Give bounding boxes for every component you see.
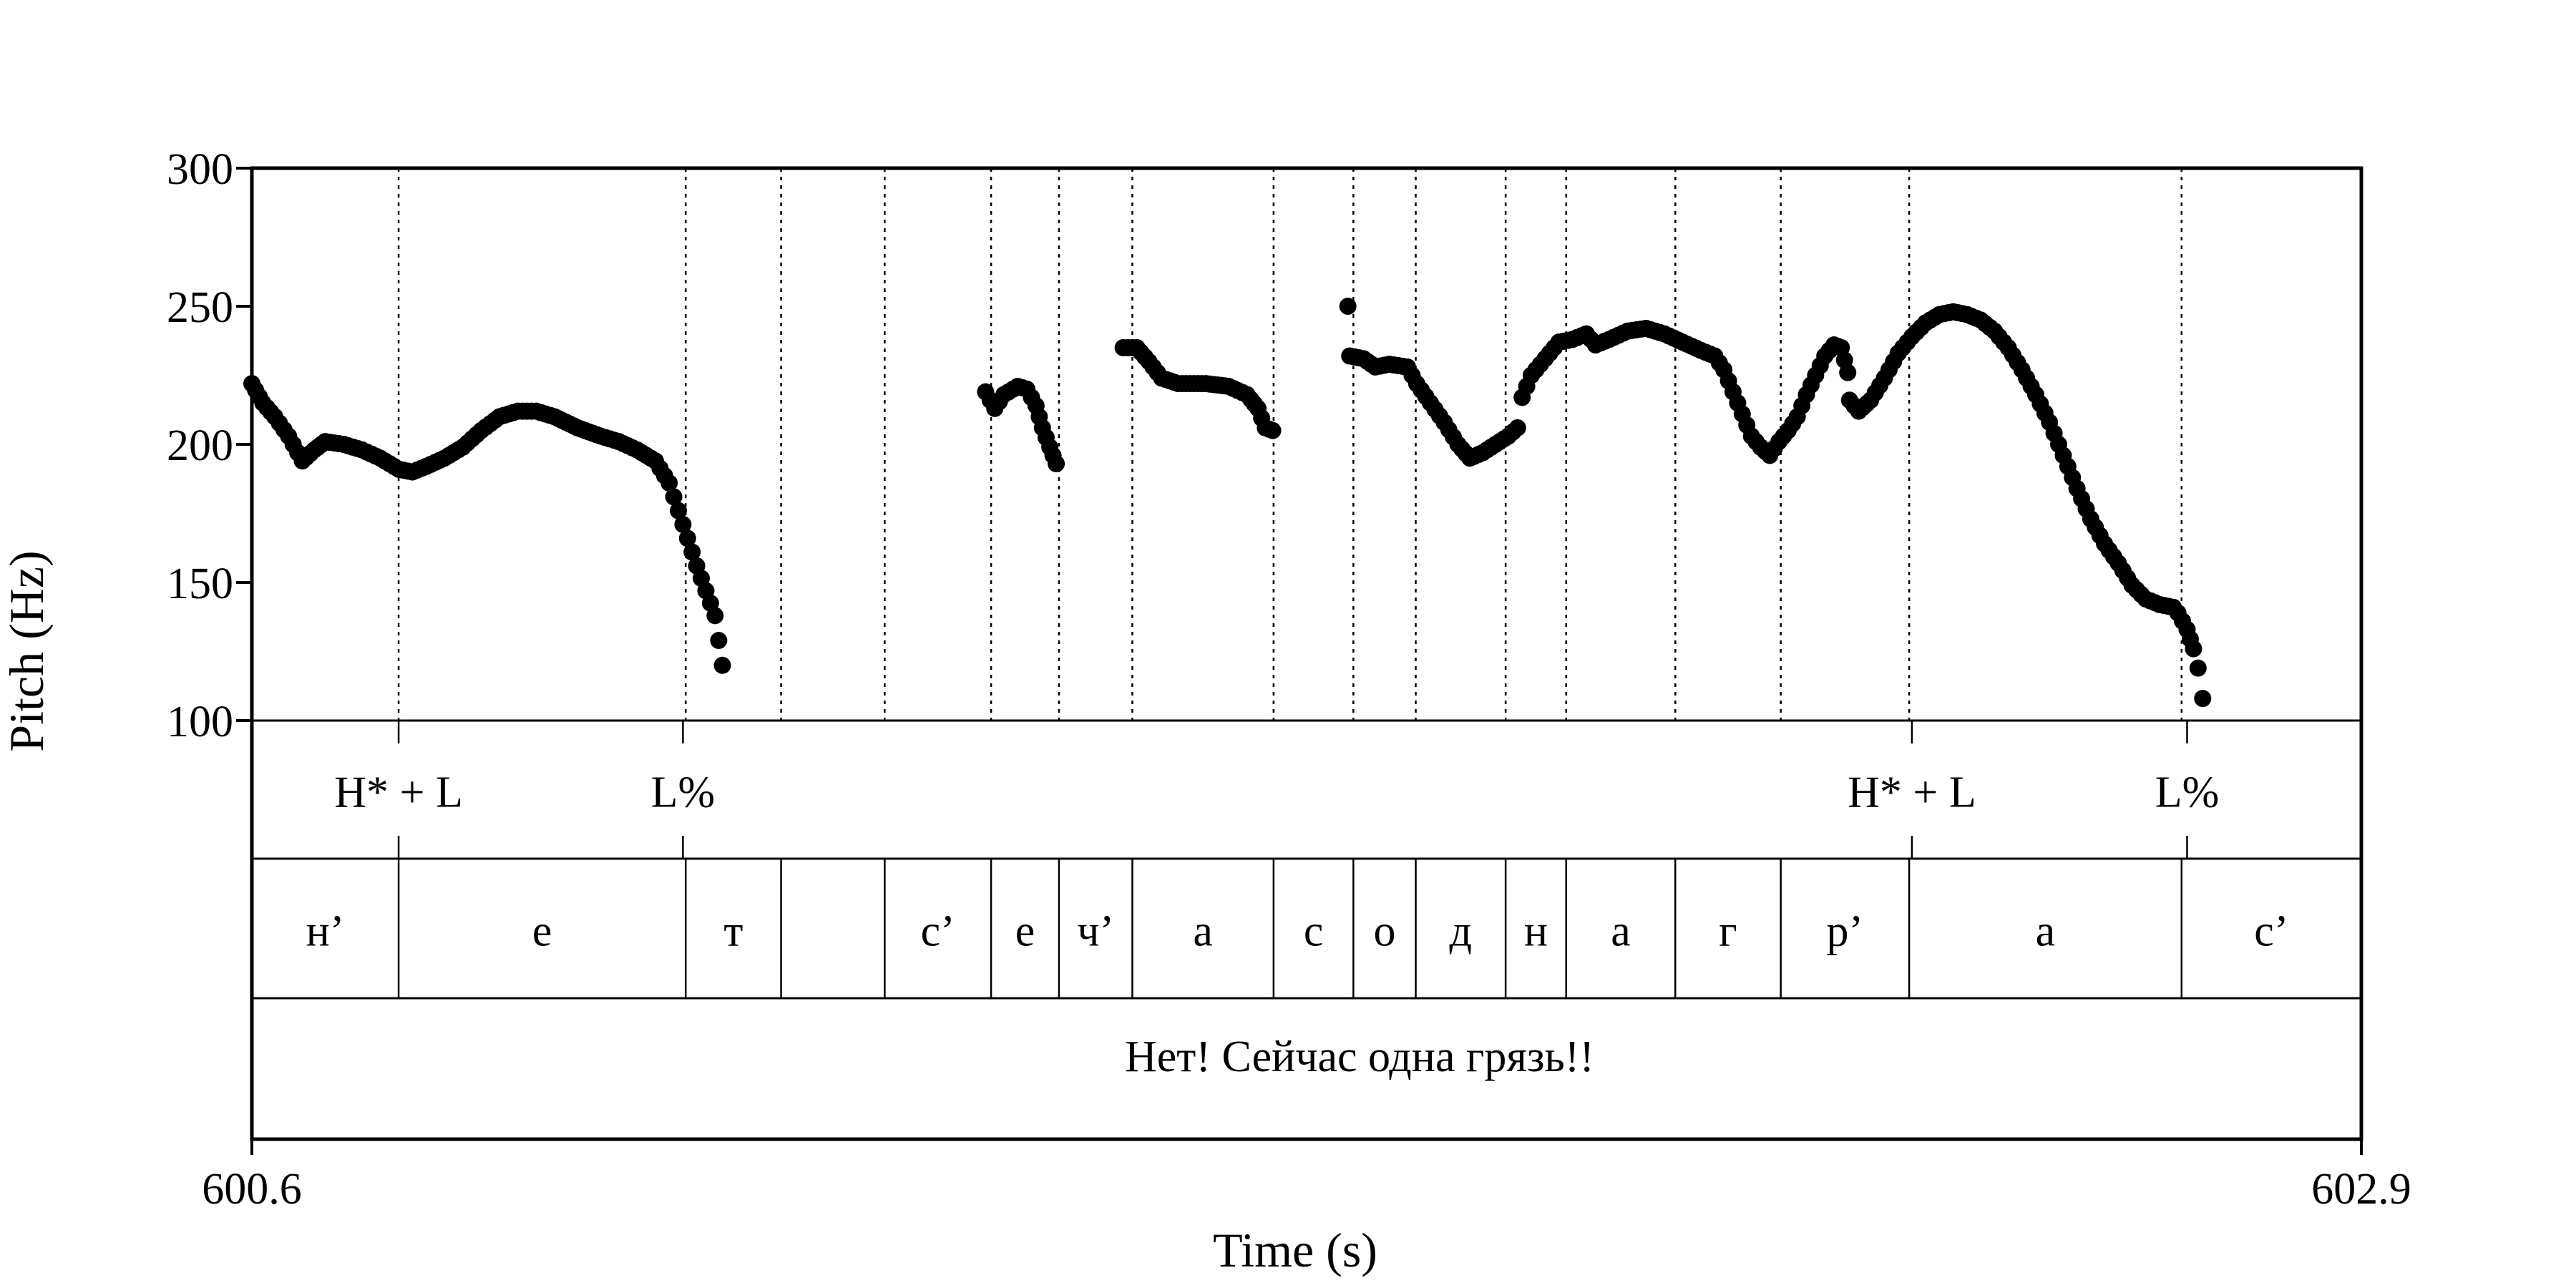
segment-label: р’ <box>1827 907 1864 956</box>
y-tick-label: 250 <box>167 283 233 332</box>
tier-lines <box>252 719 2361 1000</box>
pitch-point <box>660 474 678 492</box>
tone-label: H* + L <box>334 769 463 817</box>
pitch-point <box>1508 419 1526 436</box>
sentence-label: Нет! Сейчас одна грязь!! <box>1125 1033 1594 1081</box>
segment-label: а <box>1193 907 1213 956</box>
pitch-point <box>683 543 701 561</box>
figure-frame <box>250 166 2363 1141</box>
pitch-point <box>2185 640 2202 658</box>
segment-label: е <box>532 907 552 956</box>
axis-ticks <box>236 167 2363 1155</box>
labels: 100 150 200 250 300 600.6 602.9 H* + L L% H* + L L… <box>167 145 2411 1214</box>
tone-label: L% <box>651 769 716 817</box>
segment-label: а <box>1611 907 1631 956</box>
y-tick-label: 150 <box>167 560 233 608</box>
x-axis-title: Time (s) <box>1213 1223 1377 1277</box>
x-tick-label: 602.9 <box>2311 1165 2411 1214</box>
pitch-point <box>678 530 696 547</box>
segment-label: г <box>1719 907 1737 956</box>
y-axis-title: Pitch (Hz) <box>0 550 54 751</box>
y-tick-label: 200 <box>167 421 233 470</box>
segment-label: ч’ <box>1077 907 1114 956</box>
segment-label: н <box>1524 907 1548 956</box>
y-tick-label: 300 <box>167 145 233 194</box>
pitch-point <box>2189 659 2207 677</box>
segment-label: н’ <box>306 907 345 956</box>
pitch-point <box>674 515 692 533</box>
x-tick-label: 600.6 <box>202 1165 302 1214</box>
segment-label: с <box>1304 907 1324 956</box>
pitch-point <box>1264 421 1282 439</box>
pitch-point <box>1839 364 1857 381</box>
segment-label: с’ <box>921 907 955 956</box>
segment-label: а <box>2036 907 2056 956</box>
boundary-lines <box>397 168 2183 721</box>
segment-label: е <box>1015 907 1035 956</box>
pitch-point <box>1339 298 1357 315</box>
pitch-point <box>710 632 728 650</box>
segment-label: т <box>723 907 743 956</box>
segment-label: с’ <box>2254 907 2288 956</box>
pitch-point <box>665 488 683 506</box>
y-tick-label: 100 <box>167 698 233 746</box>
tone-label: L% <box>2155 769 2220 817</box>
segment-label: о <box>1373 907 1395 956</box>
pitch-point <box>713 656 731 674</box>
pitch-points <box>243 298 2212 708</box>
pitch-point <box>1048 455 1065 473</box>
pitch-point <box>2194 690 2212 708</box>
segment-label: д <box>1450 907 1473 956</box>
plot-frame <box>250 166 2363 1141</box>
tone-label: H* + L <box>1848 769 1976 817</box>
pitch-point <box>706 607 724 625</box>
pitch-point <box>670 502 688 519</box>
